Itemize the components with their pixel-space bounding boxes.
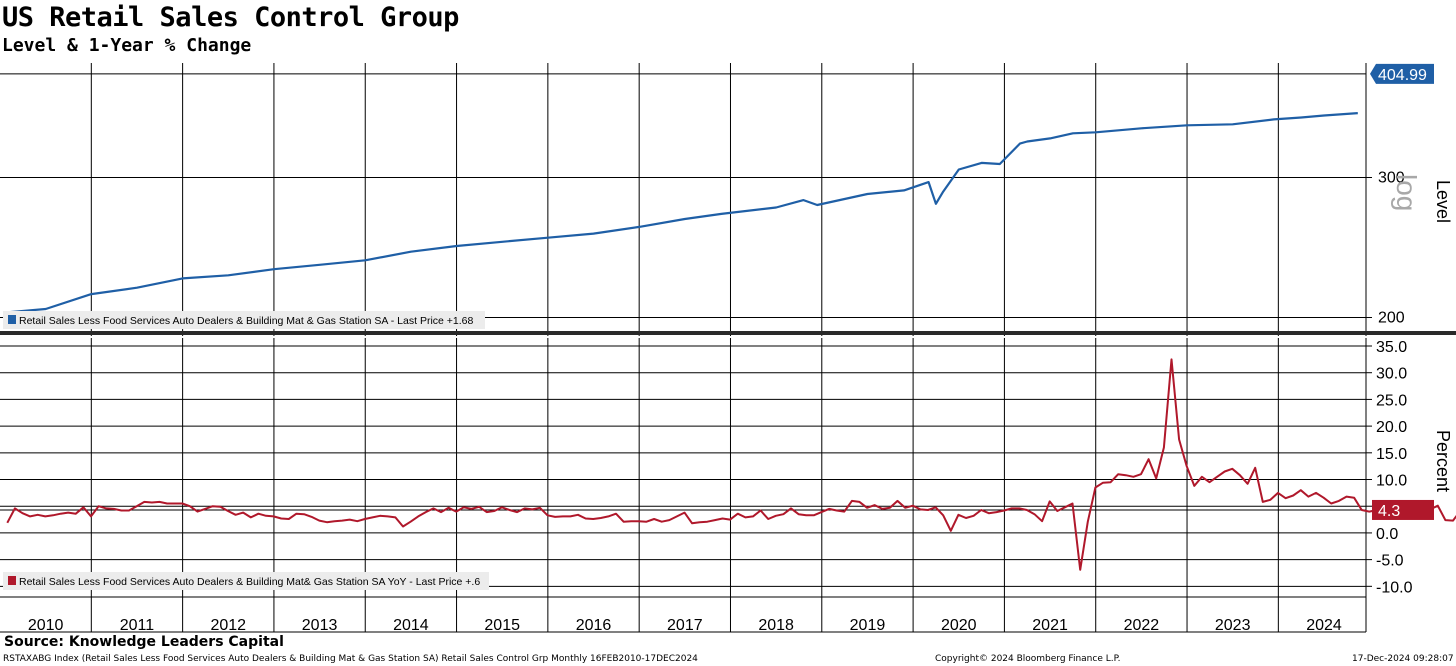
level-legend-label: Retail Sales Less Food Services Auto Dea… [19, 315, 474, 327]
source-note: Source: Knowledge Leaders Capital [4, 634, 284, 650]
x-tick-label: 2021 [1032, 617, 1068, 634]
panel-separator [0, 331, 1456, 335]
x-tick-label: 2014 [393, 617, 429, 634]
x-tick-label: 2023 [1215, 617, 1251, 634]
level-axis-title: Level [1433, 180, 1453, 223]
chart-title: US Retail Sales Control Group [2, 2, 459, 33]
x-tick-label: 2012 [210, 617, 246, 634]
footer-copyright: Copyright© 2024 Bloomberg Finance L.P. [935, 654, 1121, 664]
x-tick-label: 2015 [484, 617, 520, 634]
level-tick-label: 300 [1378, 170, 1405, 187]
yoy-tick-label: 10.0 [1376, 473, 1407, 490]
level-series-line [7, 112, 1358, 314]
x-tick-label: 2016 [576, 617, 612, 634]
footer-ticker-description: RSTAXABG Index (Retail Sales Less Food S… [3, 654, 698, 664]
level-legend: Retail Sales Less Food Services Auto Dea… [3, 311, 485, 329]
yoy-tick-label: -5.0 [1376, 553, 1404, 570]
yoy-legend-label: Retail Sales Less Food Services Auto Dea… [19, 576, 480, 588]
x-tick-label: 2018 [758, 617, 794, 634]
yoy-last-value: 4.3 [1378, 503, 1400, 520]
x-tick-label: 2020 [941, 617, 977, 634]
log-scale-label: log [1391, 174, 1422, 211]
level-tick-label: 200 [1378, 309, 1405, 326]
yoy-legend: Retail Sales Less Food Services Auto Dea… [3, 572, 489, 590]
x-tick-label: 2011 [120, 617, 155, 634]
x-tick-label: 2017 [667, 617, 703, 634]
yoy-tick-label: 30.0 [1376, 366, 1407, 383]
yoy-legend-bg [3, 572, 489, 590]
x-tick-label: 2010 [28, 617, 64, 634]
x-tick-label: 2019 [850, 617, 886, 634]
yoy-tick-label: 25.0 [1376, 392, 1407, 409]
x-tick-label: 2024 [1306, 617, 1342, 634]
yoy-tick-label: 15.0 [1376, 446, 1407, 463]
level-legend-swatch [8, 315, 16, 324]
level-last-badge [1370, 63, 1434, 84]
yoy-tick-label: 0.0 [1376, 526, 1398, 543]
yoy-tick-label: -10.0 [1376, 579, 1413, 596]
yoy-tick-label: 35.0 [1376, 339, 1407, 356]
yoy-tick-label: 20.0 [1376, 419, 1407, 436]
chart-subtitle: Level & 1-Year % Change [2, 35, 252, 56]
yoy-axis-title: Percent [1433, 430, 1453, 492]
x-tick-label: 2013 [302, 617, 338, 634]
footer-timestamp: 17-Dec-2024 09:28:07 [1352, 654, 1454, 664]
yoy-legend-swatch [8, 576, 16, 585]
yoy-last-badge [1372, 499, 1434, 520]
level-last-value: 404.99 [1378, 67, 1427, 84]
yoy-series-line [6, 358, 1456, 571]
x-tick-label: 2022 [1124, 617, 1160, 634]
level-legend-bg [3, 311, 485, 329]
